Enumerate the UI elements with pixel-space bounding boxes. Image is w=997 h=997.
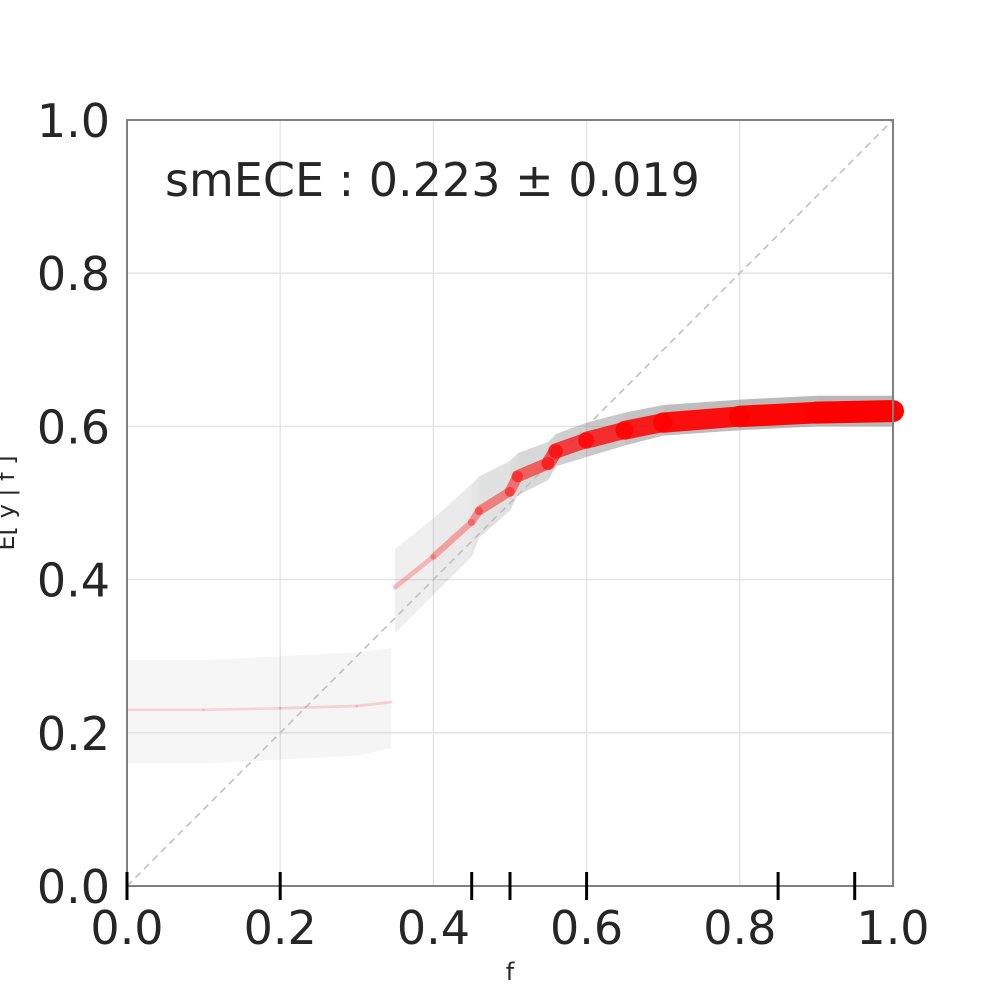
y-tick-label-4: 0.8 <box>37 247 110 301</box>
curve-segment-1 <box>202 706 282 712</box>
x-tick-labels: 0.0 0.2 0.4 0.6 0.8 1.0 <box>90 901 929 955</box>
x-axis-label: f <box>506 958 515 986</box>
calibration-curve <box>125 400 904 712</box>
band-segment-6 <box>433 483 472 595</box>
smece-annotation: smECE : 0.223 ± 0.019 <box>165 153 700 207</box>
band-segment-2 <box>280 652 357 760</box>
band-segment-8 <box>479 460 510 538</box>
y-tick-label-3: 0.6 <box>37 400 110 454</box>
curve-segment-15 <box>653 406 750 433</box>
band-segment-0 <box>127 660 204 764</box>
curve-segment-5 <box>392 554 436 590</box>
y-axis-label: E[ y | f ] <box>0 455 20 550</box>
band-segment-5 <box>395 518 434 634</box>
rug-ticks <box>125 872 857 900</box>
curve-segment-17 <box>805 400 904 424</box>
curve-segment-7 <box>467 506 484 527</box>
x-tick-label-5: 1.0 <box>856 901 929 955</box>
curve-segment-2 <box>278 704 359 710</box>
reference-diagonal <box>126 119 894 887</box>
y-tick-label-5: 1.0 <box>37 94 110 148</box>
x-tick-label-2: 0.4 <box>397 901 470 955</box>
curve-segment-16 <box>729 401 828 428</box>
x-tick-label-3: 0.6 <box>550 901 623 955</box>
y-tick-labels: 0.0 0.2 0.4 0.6 0.8 1.0 <box>37 94 110 914</box>
band-segment-3 <box>356 648 392 756</box>
curve-segment-8 <box>474 486 515 516</box>
x-tick-label-1: 0.2 <box>244 901 317 955</box>
band-segment-9 <box>510 453 518 511</box>
x-tick-label-4: 0.8 <box>703 901 776 955</box>
x-tick-label-0: 0.0 <box>90 901 163 955</box>
y-tick-label-2: 0.4 <box>37 554 110 608</box>
y-tick-label-1: 0.2 <box>37 707 110 761</box>
curve-segment-6 <box>430 519 475 560</box>
curve-segment-3 <box>355 700 393 708</box>
band-segment-1 <box>203 656 281 764</box>
y-tick-label-0: 0.0 <box>37 860 110 914</box>
